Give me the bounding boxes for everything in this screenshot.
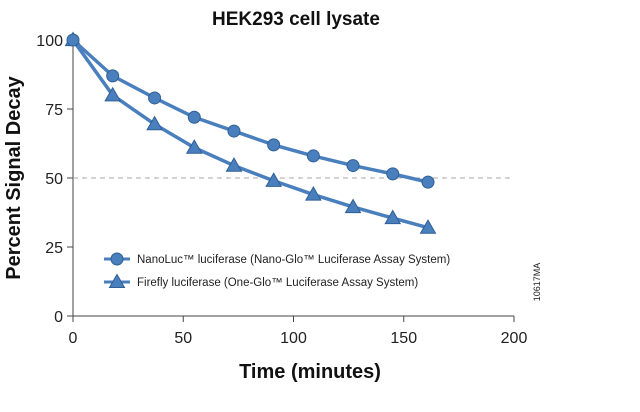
x-tick-label: 0: [69, 330, 78, 347]
data-point-nanoluc: [346, 159, 360, 173]
data-point-firefly: [419, 219, 437, 234]
data-point-firefly: [384, 209, 402, 225]
y-tick-label: 100: [36, 33, 63, 50]
data-point-nanoluc: [187, 110, 201, 124]
data-point-nanoluc: [227, 124, 241, 138]
chart-title: HEK293 cell lysate: [212, 9, 380, 30]
x-tick-label: 50: [174, 330, 192, 347]
y-tick-label: 0: [54, 309, 63, 326]
y-tick-label: 50: [45, 171, 63, 188]
data-point-nanoluc: [148, 91, 162, 105]
data-point-nanoluc: [267, 138, 281, 152]
legend-marker-firefly: [108, 273, 126, 288]
x-tick-label: 150: [390, 330, 417, 347]
data-point-firefly: [185, 139, 203, 154]
series-layer: [64, 31, 437, 234]
legend: NanoLuc™ luciferase (Nano-Glo™ Luciferas…: [104, 252, 450, 289]
legend-label-nanoluc: NanoLuc™ luciferase (Nano-Glo™ Luciferas…: [137, 254, 450, 266]
data-point-firefly: [265, 172, 283, 187]
x-tick-label: 200: [501, 330, 528, 347]
data-point-nanoluc: [306, 149, 320, 163]
x-tick-label: 100: [280, 330, 307, 347]
y-axis-ticks: 0 25 50 75 100: [36, 33, 73, 326]
x-axis-title: Time (minutes): [239, 361, 381, 383]
data-point-firefly: [225, 157, 243, 172]
y-tick-label: 75: [45, 102, 63, 119]
data-point-nanoluc: [421, 175, 435, 189]
y-tick-label: 25: [45, 240, 63, 257]
legend-label-firefly: Firefly luciferase (One-Glo™ Luciferase …: [137, 277, 418, 289]
y-axis-title: Percent Signal Decay: [3, 75, 25, 279]
data-point-nanoluc: [66, 33, 80, 47]
data-point-nanoluc: [106, 69, 120, 83]
figure-code-label: 10617MA: [532, 263, 542, 302]
legend-marker-nanoluc: [110, 252, 124, 266]
data-point-nanoluc: [386, 167, 400, 181]
data-point-firefly: [304, 186, 322, 201]
series-line-firefly: [71, 38, 429, 230]
data-point-firefly: [104, 86, 122, 102]
x-axis-ticks: 0 50 100 150 200: [69, 316, 528, 347]
data-point-firefly: [146, 115, 163, 131]
data-point-firefly: [344, 198, 362, 214]
series-line-nanoluc: [71, 38, 429, 184]
